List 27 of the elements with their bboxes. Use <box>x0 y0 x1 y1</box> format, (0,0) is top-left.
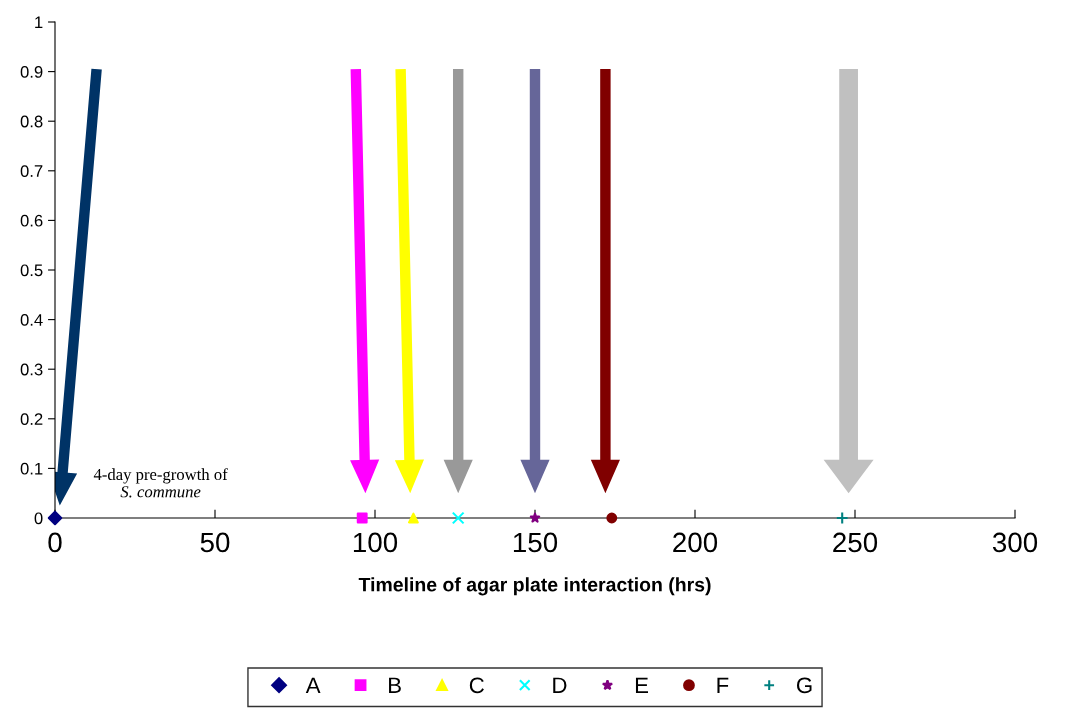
y-tick-label: 0.3 <box>20 363 43 376</box>
y-tick-label: 0.7 <box>20 165 43 177</box>
y-tick-label: 0.2 <box>20 413 43 425</box>
x-tick-label: 300 <box>992 532 1038 553</box>
legend-label: D <box>553 677 567 693</box>
legend-label: G <box>796 677 812 694</box>
y-tick-label: 0.6 <box>20 214 43 227</box>
x-tick-label: 50 <box>200 532 230 553</box>
x-tick-label: 100 <box>353 532 398 553</box>
annotation: 4-day pre-growth of S. commune <box>93 468 228 498</box>
x-tick-label: 250 <box>833 532 878 553</box>
legend-label: C <box>469 677 484 694</box>
legend-label: E <box>635 677 649 693</box>
y-tick-label: 0.4 <box>20 314 43 326</box>
x-axis-title: Timeline of agar plate interaction (hrs) <box>358 577 711 596</box>
x-tick-label: 200 <box>673 532 718 553</box>
legend-label: A <box>305 677 321 693</box>
x-tick-label: 0 <box>48 532 62 553</box>
legend-label: F <box>717 677 729 693</box>
y-tick-label: 0.8 <box>20 115 43 128</box>
y-tick-label: 0 <box>34 512 43 525</box>
y-tick-label: 0.9 <box>20 66 43 78</box>
y-tick-label: 0.5 <box>20 264 43 277</box>
legend-label: B <box>389 677 401 693</box>
x-tick-label: 150 <box>513 532 558 553</box>
y-tick-label: 1 <box>35 16 43 29</box>
y-tick-label: 0.1 <box>20 462 43 475</box>
